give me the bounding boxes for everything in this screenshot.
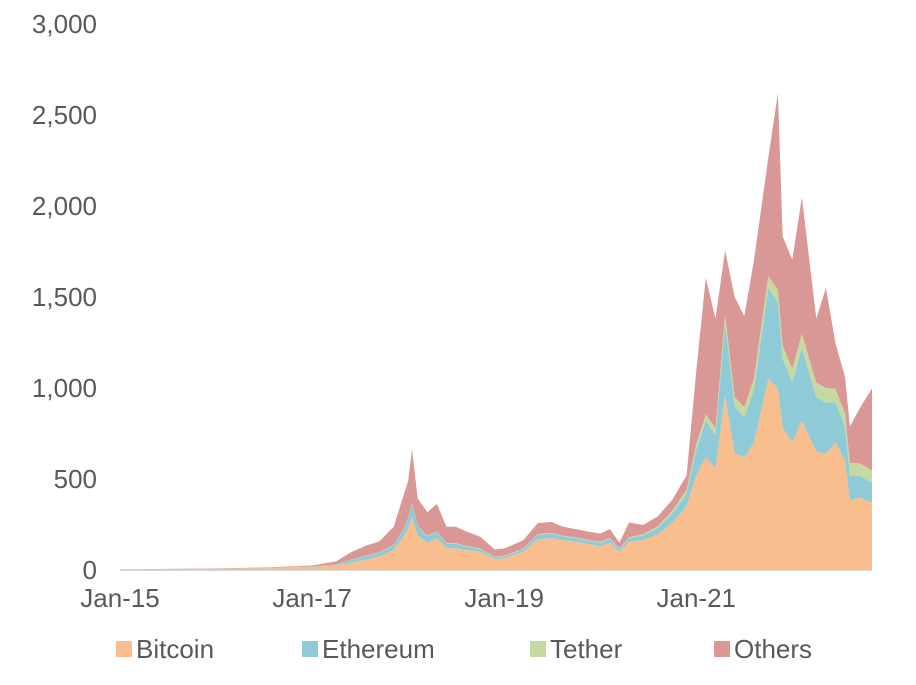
area-others: [120, 93, 872, 570]
legend: Bitcoin Ethereum Tether Others: [116, 634, 812, 664]
legend-item-tether: Tether: [530, 634, 623, 664]
legend-label: Tether: [550, 634, 623, 664]
plot-area: [120, 93, 872, 570]
legend-swatch: [116, 641, 132, 657]
legend-item-bitcoin: Bitcoin: [116, 634, 214, 664]
area-tether: [120, 276, 872, 570]
x-tick-label: Jan-17: [272, 583, 352, 613]
y-tick-label: 500: [54, 464, 97, 494]
legend-label: Bitcoin: [136, 634, 214, 664]
legend-item-others: Others: [714, 634, 812, 664]
legend-label: Ethereum: [322, 634, 435, 664]
x-axis: Jan-15 Jan-17 Jan-19 Jan-21: [80, 570, 872, 613]
legend-label: Others: [734, 634, 812, 664]
y-tick-label: 3,000: [32, 9, 97, 39]
y-axis: 0 500 1,000 1,500 2,000 2,500 3,000: [32, 9, 97, 585]
legend-swatch: [302, 641, 318, 657]
y-tick-label: 1,500: [32, 282, 97, 312]
y-tick-label: 2,000: [32, 191, 97, 221]
y-tick-label: 2,500: [32, 100, 97, 130]
legend-item-ethereum: Ethereum: [302, 634, 435, 664]
x-tick-label: Jan-21: [656, 583, 736, 613]
legend-swatch: [714, 641, 730, 657]
y-tick-label: 1,000: [32, 373, 97, 403]
area-bitcoin: [120, 378, 872, 570]
x-tick-label: Jan-19: [464, 583, 544, 613]
legend-swatch: [530, 641, 546, 657]
y-tick-label: 0: [83, 555, 97, 585]
area-ethereum: [120, 287, 872, 570]
x-tick-label: Jan-15: [80, 583, 160, 613]
